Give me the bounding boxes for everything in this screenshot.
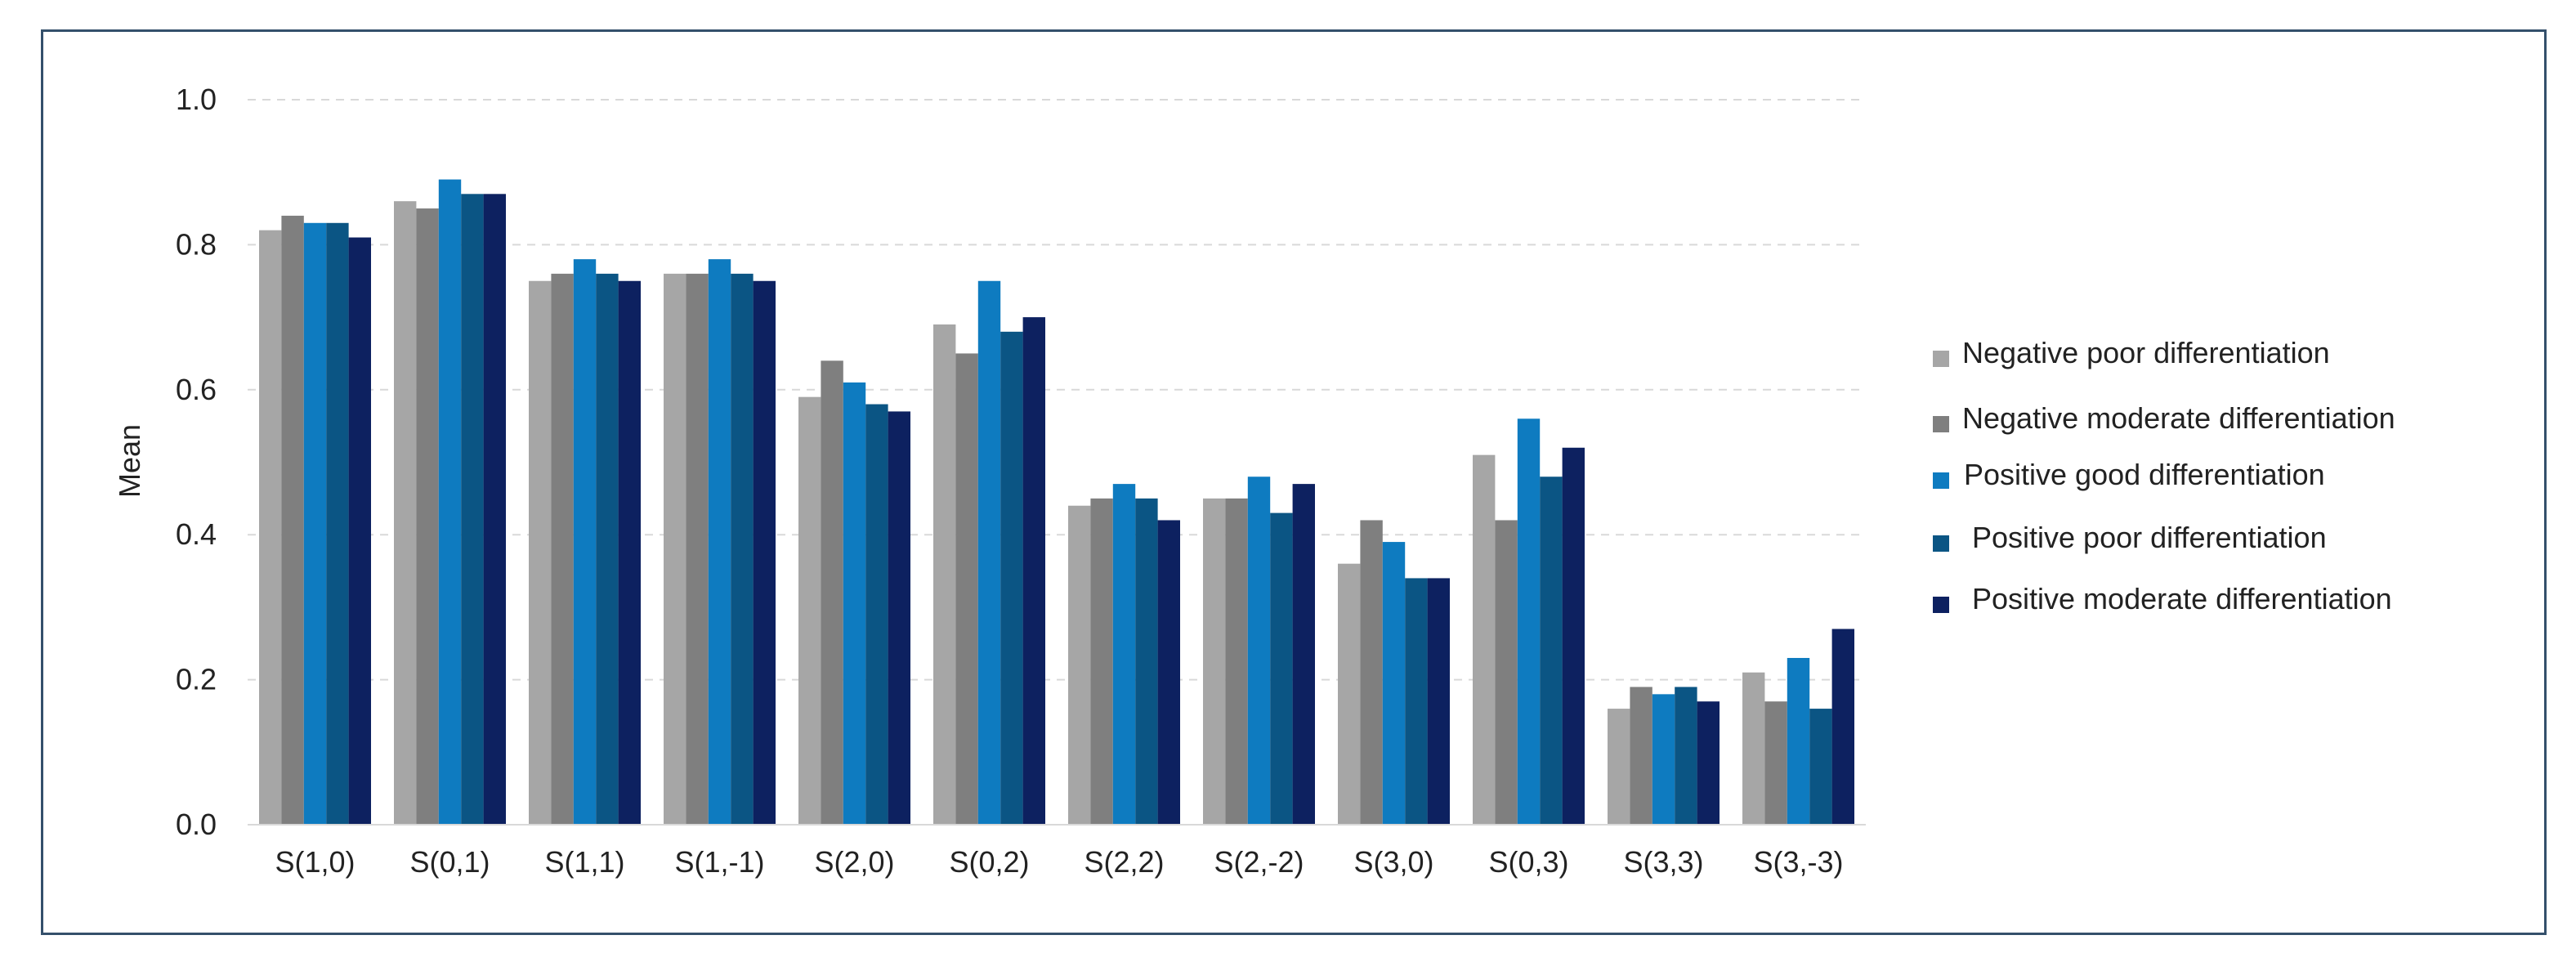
legend: Negative poor differentiation Negative mo… [1933,336,2395,615]
y-tick-label: 0.6 [176,373,217,406]
bar [933,324,956,826]
bar [798,396,821,825]
bar [1292,484,1315,825]
x-tick-label: S(3,3) [1623,845,1703,879]
x-tick-label: S(1,0) [275,845,355,879]
bar [416,208,439,826]
bar [1157,520,1180,825]
bar [1697,701,1720,825]
x-tick-label: S(2,0) [814,845,894,879]
bar [1742,672,1765,825]
y-tick-label: 1.0 [176,83,217,116]
bar [1360,520,1383,825]
bar [551,273,574,825]
bar [1247,477,1271,825]
x-tick-label: S(2,-2) [1214,845,1304,879]
bar [1562,447,1585,825]
bar [1809,709,1832,825]
x-tick-label: S(3,0) [1353,845,1433,879]
y-axis-title: Mean [113,424,146,498]
y-axis-ticks: 0.0 0.2 0.4 0.6 0.8 1.0 [176,83,217,841]
legend-label: Positive moderate differentiation [1972,582,2392,615]
bar [955,353,978,825]
bar [394,201,417,825]
bar [348,237,371,825]
bar [753,280,776,825]
bar [1112,484,1136,825]
bar [1540,477,1563,825]
bar [1473,454,1496,825]
bar [821,360,843,825]
legend-swatch [1933,351,1949,367]
bar [1517,418,1541,825]
bar [888,411,910,825]
bar-chart: 0.00.20.40.60.81.0 Mean S(1,0) S(0,1) S(1,… [113,83,2395,879]
x-tick-label: S(2,2) [1084,845,1164,879]
bar [1000,331,1023,826]
bar [303,222,327,825]
bar [438,179,462,825]
y-tick-label: 0.4 [176,517,217,551]
bar [1427,578,1450,825]
legend-label: Positive good differentiation [1964,458,2325,491]
bar [1203,498,1226,825]
bar [664,273,686,825]
y-tick-label: 0.2 [176,663,217,696]
x-tick-label: S(0,3) [1488,845,1568,879]
x-tick-label: S(0,2) [949,845,1029,879]
bar [1338,563,1361,825]
bar [618,280,641,825]
bar [708,259,731,825]
bar [1225,498,1248,825]
bar [573,259,597,825]
bar [1787,657,1810,825]
legend-label: Negative poor differentiation [1962,336,2330,369]
legend-label: Negative moderate differentiation [1962,401,2395,435]
bar [1090,498,1113,825]
legend-swatch [1933,535,1949,552]
bar [1608,709,1630,825]
x-tick-label: S(3,-3) [1753,845,1843,879]
legend-swatch [1933,472,1949,489]
x-tick-label: S(1,1) [544,845,624,879]
bar [1068,505,1091,825]
y-tick-label: 0.8 [176,227,217,261]
bar [281,215,304,825]
bar [326,222,349,825]
x-tick-label: S(1,-1) [674,845,764,879]
bar [865,404,888,825]
bar [686,273,709,825]
bar [1831,629,1854,825]
x-axis-ticks: S(1,0) S(0,1) S(1,1) S(1,-1) S(2,0) S(0,2) S(2… [275,845,1843,879]
chart-frame: 0.0 0.2 0.4 0.6 0.8 1.0 Mean S(1,0) S(0,1) S(1,… [41,29,2547,935]
bar [843,382,866,825]
bar [1495,520,1518,825]
bar [529,280,552,825]
bar [461,194,484,825]
bar [259,230,282,825]
bar [1652,694,1675,825]
bar [1270,512,1293,825]
y-tick-label: 0.0 [176,808,217,841]
bar [1675,687,1697,825]
bar [1382,542,1406,825]
bar [731,273,754,825]
bars [259,179,1854,826]
bar [483,194,506,825]
gridlines [248,99,1866,681]
bar [1630,687,1652,825]
legend-label: Positive poor differentiation [1972,521,2327,554]
x-tick-label: S(0,1) [409,845,490,879]
legend-swatch [1933,597,1949,613]
bar [596,273,619,825]
bar [1135,498,1158,825]
bar [1022,317,1045,826]
bar [1405,578,1428,825]
bar [1764,701,1787,825]
bar [977,280,1001,825]
legend-swatch [1933,416,1949,432]
